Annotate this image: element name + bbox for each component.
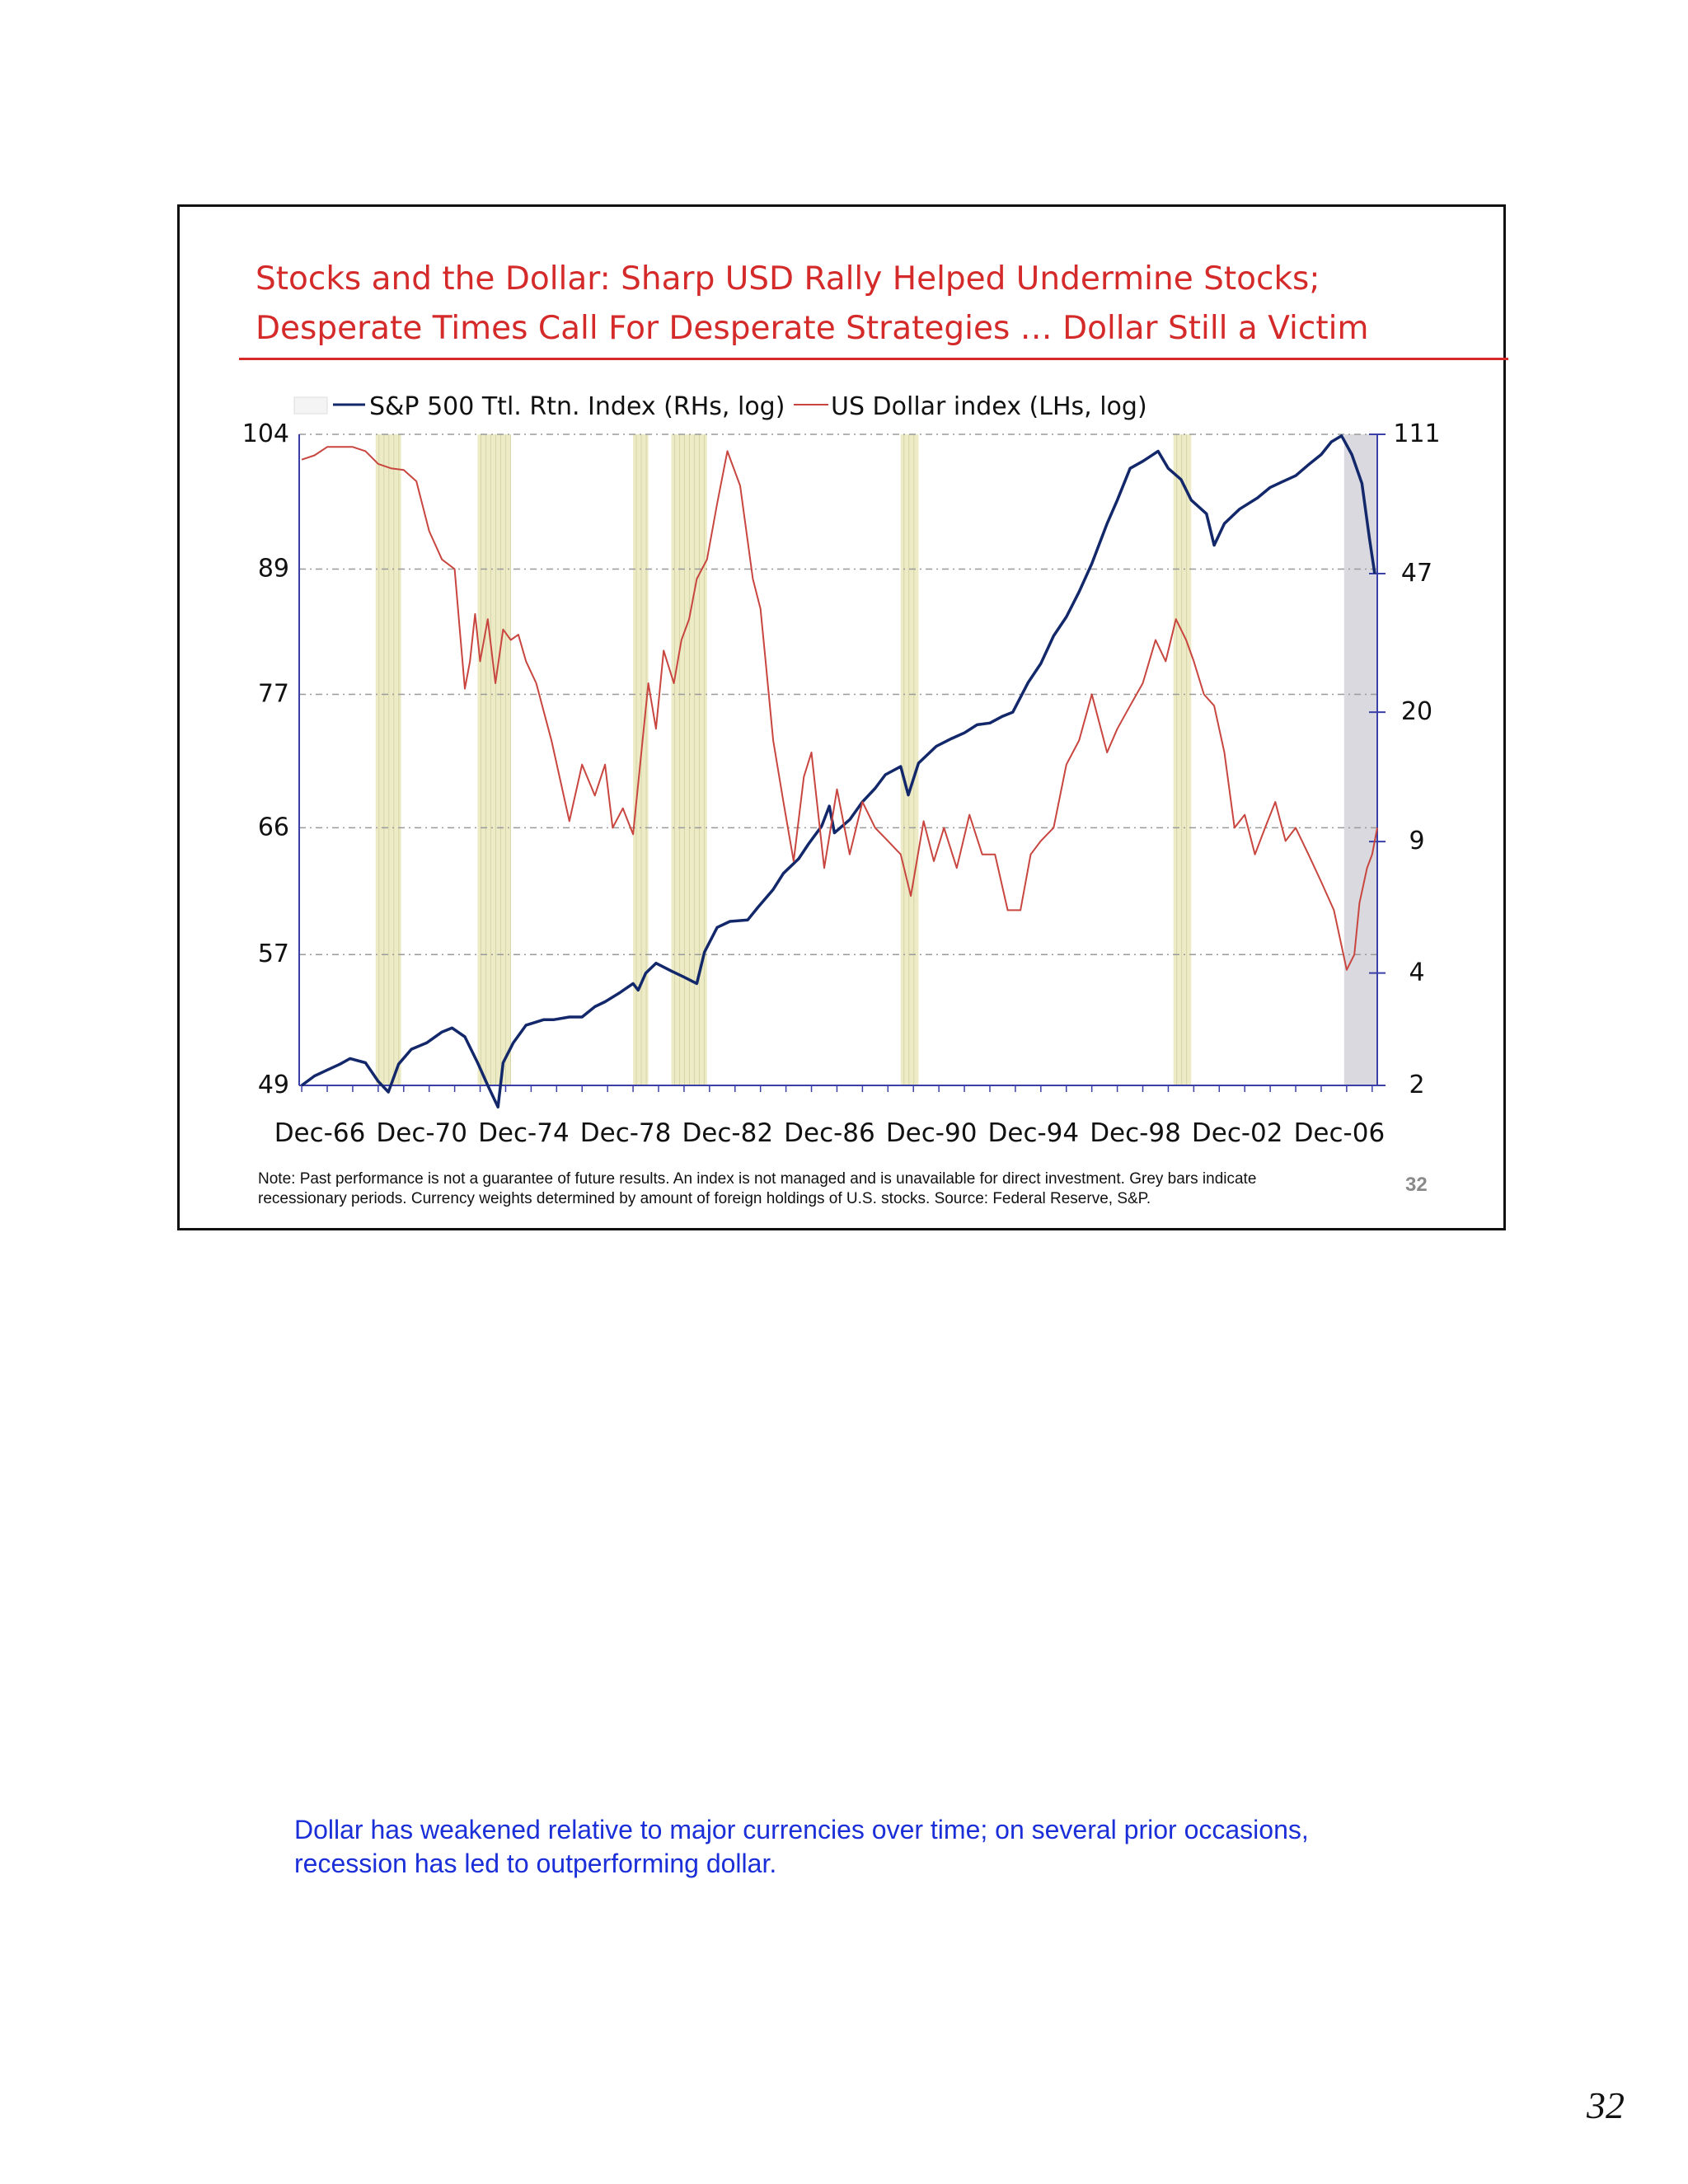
left-axis-tick-label: 104 bbox=[242, 419, 289, 448]
recession-band-2 bbox=[477, 434, 511, 1085]
chart-title: Stocks and the Dollar: Sharp USD Rally H… bbox=[256, 255, 1409, 354]
legend-recession-swatch bbox=[293, 396, 328, 415]
recession-band-6 bbox=[1173, 434, 1192, 1085]
right-axis-tick-label: 2 bbox=[1409, 1071, 1424, 1099]
legend-sp500-label: S&P 500 Ttl. Rtn. Index (RHs, log) bbox=[369, 392, 785, 421]
left-axis-tick-label: 57 bbox=[258, 940, 289, 968]
x-axis-tick-label: Dec-06 bbox=[1294, 1118, 1386, 1148]
current-recession-band bbox=[1343, 434, 1377, 1085]
speaker-caption: Dollar has weakened relative to major cu… bbox=[294, 1813, 1448, 1881]
x-axis-tick-label: Dec-82 bbox=[682, 1118, 773, 1148]
chart-note-line-1: Note: Past performance is not a guarante… bbox=[258, 1170, 1257, 1188]
x-axis-tick-label: Dec-94 bbox=[988, 1118, 1080, 1148]
recession-band-5 bbox=[900, 434, 919, 1085]
x-axis-tick-label: Dec-02 bbox=[1192, 1118, 1283, 1148]
recession-band-1 bbox=[375, 434, 401, 1085]
right-axis-tick-label: 20 bbox=[1401, 697, 1432, 726]
x-axis-tick-label: Dec-66 bbox=[274, 1118, 366, 1148]
page-number: 32 bbox=[1587, 2084, 1625, 2126]
right-axis-tick-label: 9 bbox=[1409, 827, 1424, 855]
axes bbox=[298, 434, 1378, 1086]
recession-bands bbox=[375, 434, 1377, 1085]
x-axis-tick-label: Dec-90 bbox=[886, 1118, 978, 1148]
slide-frame: Stocks and the Dollar: Sharp USD Rally H… bbox=[177, 204, 1508, 1230]
x-axis-tick-label: Dec-74 bbox=[478, 1118, 570, 1148]
us-dollar-index-line bbox=[301, 446, 1378, 971]
right-axis-tick-label: 4 bbox=[1409, 958, 1424, 987]
x-axis-tick-label: Dec-98 bbox=[1090, 1118, 1181, 1148]
legend: S&P 500 Ttl. Rtn. Index (RHs, log) US Do… bbox=[293, 392, 1147, 421]
left-axis-tick-label: 66 bbox=[258, 813, 289, 841]
axis-labels: 104 89 77 66 57 49 111 47 20 9 4 2 Dec-66 Dec-70 Dec-7… bbox=[242, 419, 1441, 1148]
dual-axis-line-chart: 104 89 77 66 57 49 111 47 20 9 4 2 Dec-66 Dec-70 Dec-7… bbox=[242, 392, 1441, 1148]
chart-title-line-1: Stocks and the Dollar: Sharp USD Rally H… bbox=[256, 260, 1320, 298]
legend-dollar-label: US Dollar index (LHs, log) bbox=[831, 392, 1147, 421]
series-lines bbox=[301, 434, 1378, 1109]
x-axis-tick-label: Dec-78 bbox=[580, 1118, 672, 1148]
right-axis-tick-label: 111 bbox=[1393, 419, 1440, 448]
caption-line-1: Dollar has weakened relative to major cu… bbox=[294, 1815, 1309, 1844]
chart-note-line-2: recessionary periods. Currency weights d… bbox=[258, 1190, 1151, 1207]
left-axis-tick-label: 89 bbox=[258, 555, 289, 583]
caption-line-2: recession has led to outperforming dolla… bbox=[294, 1849, 777, 1878]
chart-title-line-2: Desperate Times Call For Desperate Strat… bbox=[256, 310, 1369, 347]
x-axis-tick-label: Dec-86 bbox=[784, 1118, 875, 1148]
x-axis-tick-label: Dec-70 bbox=[376, 1118, 467, 1148]
chart-note: Note: Past performance is not a guarante… bbox=[258, 1169, 1412, 1209]
sp500-total-return-line bbox=[301, 434, 1376, 1109]
right-axis-tick-label: 47 bbox=[1401, 559, 1432, 588]
gridlines bbox=[299, 434, 1386, 1092]
slide-number: 32 bbox=[1405, 1174, 1428, 1196]
left-axis-tick-label: 49 bbox=[258, 1071, 289, 1099]
title-rule bbox=[239, 358, 1508, 360]
left-axis-tick-label: 77 bbox=[258, 680, 289, 709]
